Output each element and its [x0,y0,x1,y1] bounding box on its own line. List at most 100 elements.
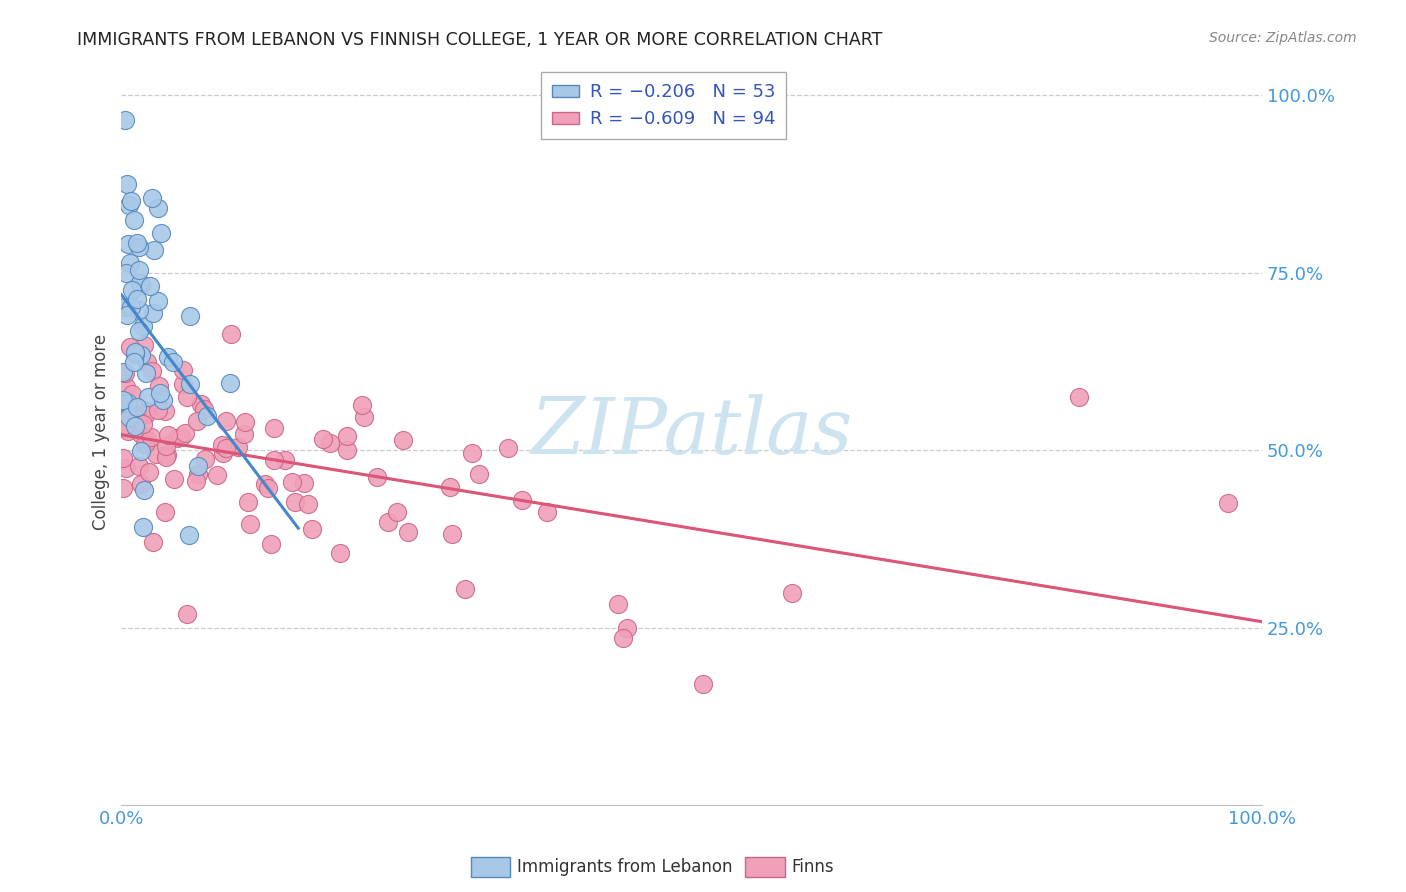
Point [129,278,152,293]
Point [232,427,254,442]
Point [179,310,201,324]
Point [153,403,176,417]
Point [145,446,167,460]
Point [219,376,242,391]
Point [139,430,162,444]
Point [1216,496,1239,510]
Point [235,415,257,429]
Point [377,515,399,529]
Point [297,497,319,511]
Point [692,677,714,691]
Point [114,366,136,380]
Point [780,586,803,600]
Point [141,191,163,205]
Point [132,483,155,497]
Point [132,319,155,334]
Point [301,522,323,536]
Point [352,398,374,412]
Point [132,338,155,352]
Point [329,546,352,560]
Point [170,430,193,444]
Point [120,194,142,208]
Point [115,461,138,475]
Text: Finns: Finns [792,858,834,876]
Point [112,366,135,380]
Point [142,534,165,549]
Point [135,366,157,380]
Point [131,520,153,534]
Point [127,293,149,307]
Point [128,324,150,338]
Point [263,420,285,434]
Point [396,524,419,539]
Point [454,582,477,596]
Point [129,476,152,491]
Point [176,607,198,621]
Point [312,432,335,446]
Point [135,434,157,448]
Point [127,235,149,250]
Point [263,453,285,467]
Point [281,475,304,490]
Point [155,439,177,453]
Point [114,266,136,280]
Point [284,495,307,509]
Point [468,467,491,482]
Point [115,380,138,394]
Point [607,597,630,611]
Point [273,453,295,467]
Point [385,505,408,519]
Point [124,347,146,361]
Point [536,505,558,519]
Y-axis label: College, 1 year or more: College, 1 year or more [93,334,110,531]
Point [212,446,235,460]
Point [193,401,215,416]
Point [134,437,156,451]
Point [612,632,634,646]
Point [292,476,315,491]
Point [124,345,146,359]
Point [353,410,375,425]
Point [129,426,152,441]
Point [496,441,519,455]
Point [128,240,150,254]
Point [128,458,150,473]
Text: Immigrants from Lebanon: Immigrants from Lebanon [517,858,733,876]
Text: IMMIGRANTS FROM LEBANON VS FINNISH COLLEGE, 1 YEAR OR MORE CORRELATION CHART: IMMIGRANTS FROM LEBANON VS FINNISH COLLE… [77,31,883,49]
Point [117,395,139,409]
Point [336,428,359,442]
Point [173,425,195,440]
Point [114,417,136,432]
Point [118,410,141,425]
Point [176,391,198,405]
Point [616,621,638,635]
Point [114,396,136,410]
Point [120,256,142,270]
Point [179,377,201,392]
Point [366,470,388,484]
Point [111,451,134,466]
Text: Source: ZipAtlas.com: Source: ZipAtlas.com [1209,31,1357,45]
Point [120,341,142,355]
Point [254,477,277,491]
Point [166,431,188,445]
Point [112,300,135,314]
Point [115,177,138,191]
Point [195,409,218,423]
Point [118,198,141,212]
Point [214,414,236,428]
Point [136,390,159,404]
Point [392,433,415,447]
Point [162,472,184,486]
Point [190,396,212,410]
Point [155,505,177,519]
Point [117,424,139,438]
Point [122,354,145,368]
Point [135,404,157,418]
Point [156,428,179,442]
Point [124,213,146,227]
Point [156,350,179,364]
Point [148,379,170,393]
Point [211,438,233,452]
Point [120,401,142,416]
